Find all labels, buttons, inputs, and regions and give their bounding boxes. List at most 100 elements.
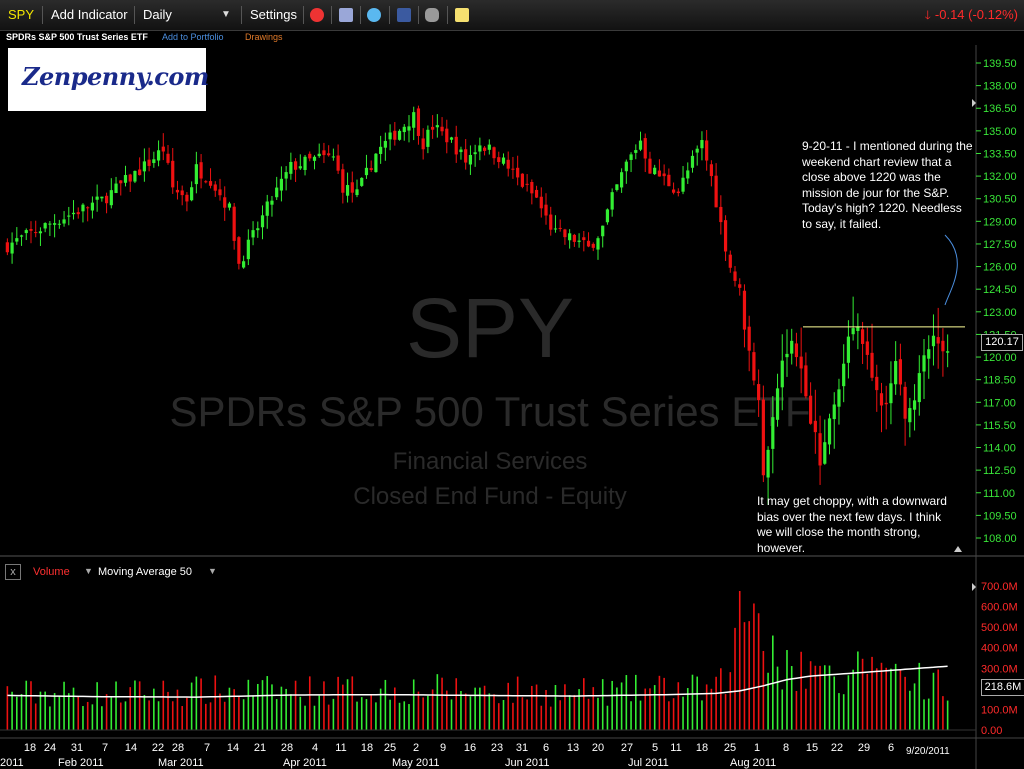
candle-body xyxy=(90,202,95,211)
price-volume-chart[interactable]: 108.00 109.50 111.00 112.50 114.00 115.50 117.… xyxy=(0,45,1024,769)
candle-body xyxy=(832,404,836,420)
candle-body xyxy=(875,376,879,391)
candle-body xyxy=(549,214,553,230)
zenpenny-logo: Zenpenny.com xyxy=(8,48,209,111)
candle-body xyxy=(412,112,416,128)
price-candles xyxy=(5,105,950,505)
price-tick-label: 132.00 xyxy=(983,171,1017,183)
candle-body xyxy=(128,174,132,182)
separator xyxy=(389,6,390,24)
candle-body xyxy=(714,175,718,208)
candle-body xyxy=(553,228,558,230)
chevron-down-icon[interactable]: ▼ xyxy=(221,9,231,20)
candle-body xyxy=(482,147,487,151)
price-marker-icon xyxy=(972,99,976,107)
volume-marker-icon xyxy=(972,583,976,591)
candle-body xyxy=(374,153,378,173)
candle-body xyxy=(369,168,373,171)
price-tick-label: 138.00 xyxy=(983,81,1017,93)
candle-body xyxy=(265,201,269,216)
candle-body xyxy=(917,373,921,403)
alarm-clock-icon[interactable] xyxy=(310,8,324,22)
separator xyxy=(134,6,135,24)
separator xyxy=(360,6,361,24)
price-tick-label: 112.50 xyxy=(983,465,1016,477)
day-tick-label: 6 xyxy=(888,742,894,754)
candle-body xyxy=(119,180,123,184)
candle-body xyxy=(851,328,855,335)
candle-body xyxy=(142,161,146,172)
facebook-icon[interactable] xyxy=(397,8,411,22)
candle-body xyxy=(865,341,869,355)
candle-body xyxy=(5,242,9,253)
add-to-portfolio-link[interactable]: Add to Portfolio xyxy=(162,32,224,42)
candle-body xyxy=(671,189,676,193)
candle-body xyxy=(922,355,926,372)
price-tick-label: 126.00 xyxy=(983,262,1017,274)
sticky-note-icon[interactable] xyxy=(455,8,469,22)
candle-body xyxy=(591,243,595,248)
database-icon[interactable] xyxy=(339,8,353,22)
candle-body xyxy=(601,225,605,237)
interval-select[interactable]: Daily xyxy=(143,7,172,22)
candle-body xyxy=(487,144,491,150)
close-icon[interactable]: x xyxy=(5,564,21,580)
candle-body xyxy=(279,178,284,191)
day-tick-label: 18 xyxy=(24,742,36,754)
candle-body xyxy=(676,191,680,194)
candle-body xyxy=(761,399,765,476)
candle-body xyxy=(794,343,799,358)
symbol-input[interactable]: SPY xyxy=(8,7,35,22)
current-volume-label: 218.6M xyxy=(981,679,1024,696)
separator xyxy=(42,6,43,24)
month-tick-label: Jun 2011 xyxy=(505,757,549,769)
add-indicator-button[interactable]: Add Indicator xyxy=(51,7,128,22)
candle-body xyxy=(67,215,71,217)
candle-body xyxy=(520,173,524,187)
watermark-symbol: SPY xyxy=(405,281,575,375)
candle-body xyxy=(856,326,860,331)
settings-button[interactable]: Settings xyxy=(250,7,297,22)
day-tick-label: 18 xyxy=(696,742,708,754)
candle-body xyxy=(355,189,359,196)
candle-body xyxy=(81,204,85,212)
chevron-down-icon[interactable]: ▼ xyxy=(208,566,217,576)
candle-body xyxy=(251,230,255,238)
month-tick-label: Apr 2011 xyxy=(283,757,327,769)
volume-tick-label: 0.00 xyxy=(981,725,1002,737)
month-tick-label: Jul 2011 xyxy=(628,757,669,769)
candle-body xyxy=(497,157,501,163)
drawings-link[interactable]: Drawings xyxy=(245,32,283,42)
candle-body xyxy=(180,190,184,196)
watermark-sector: Financial Services xyxy=(392,448,588,475)
day-tick-label: 28 xyxy=(172,742,184,754)
day-tick-label: 27 xyxy=(621,742,633,754)
day-tick-label: 9 xyxy=(440,742,446,754)
chevron-down-icon[interactable]: ▼ xyxy=(84,566,93,576)
candle-body xyxy=(397,130,402,140)
candle-body xyxy=(341,169,345,193)
day-tick-label: 25 xyxy=(724,742,736,754)
day-tick-label: 11 xyxy=(335,742,346,754)
candle-body xyxy=(912,400,917,410)
candle-body xyxy=(648,158,652,174)
twitter-icon[interactable] xyxy=(367,8,381,22)
candle-body xyxy=(468,154,473,165)
volume-bars xyxy=(6,591,949,730)
volume-indicator-label[interactable]: Volume xyxy=(33,566,70,578)
day-tick-label: 23 xyxy=(491,742,503,754)
moving-average-label[interactable]: Moving Average 50 xyxy=(98,566,192,578)
candle-body xyxy=(416,108,421,136)
candle-body xyxy=(464,149,468,163)
candle-body xyxy=(383,140,387,148)
binoculars-icon[interactable] xyxy=(425,8,439,22)
candle-body xyxy=(733,271,737,281)
candle-body xyxy=(109,190,113,206)
volume-panel-header: x Volume ▼ Moving Average 50 ▼ xyxy=(0,562,980,582)
candle-body xyxy=(610,192,614,210)
candle-body xyxy=(492,147,496,159)
candle-body xyxy=(133,170,137,182)
candle-body xyxy=(898,359,902,385)
candle-body xyxy=(596,238,600,250)
candle-body xyxy=(156,150,161,161)
